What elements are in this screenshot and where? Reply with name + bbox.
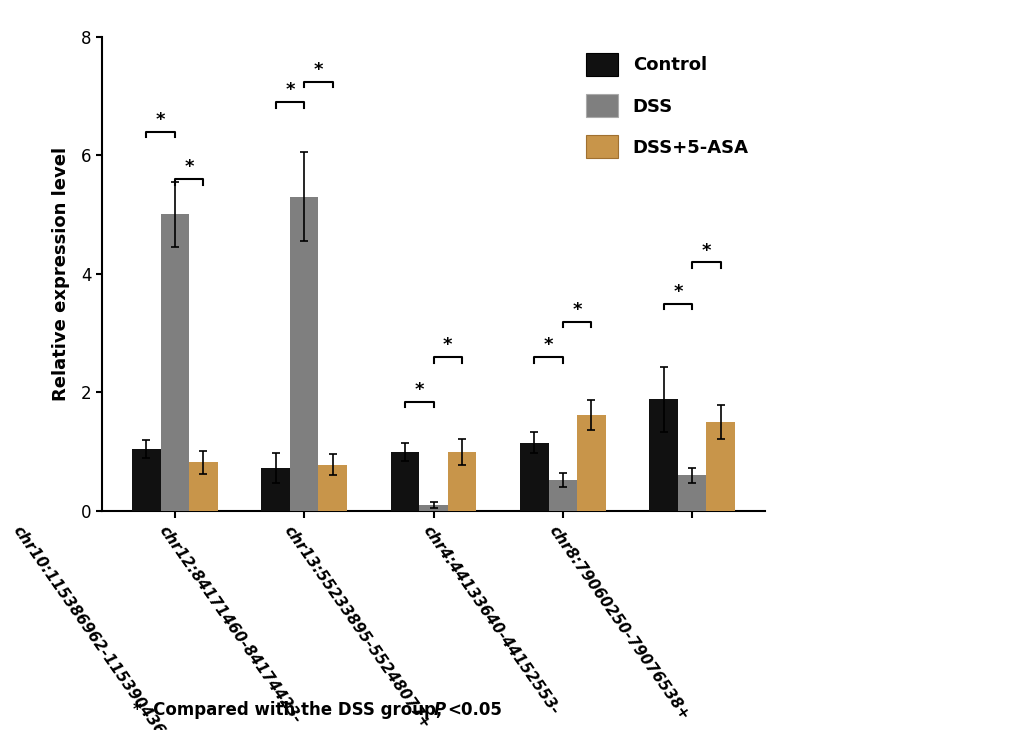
Bar: [706, 422, 734, 511]
Text: *: *: [313, 61, 323, 79]
Text: *: *: [285, 81, 294, 99]
Text: P: P: [433, 701, 445, 719]
Text: *: *: [156, 111, 165, 129]
Text: <0.05: <0.05: [446, 701, 501, 719]
Bar: [261, 469, 289, 511]
Bar: [132, 449, 160, 511]
Legend: Control, DSS, DSS+5-ASA: Control, DSS, DSS+5-ASA: [578, 45, 755, 166]
Bar: [289, 196, 318, 511]
Bar: [577, 415, 605, 511]
Bar: [678, 475, 706, 511]
Text: *: *: [701, 242, 710, 259]
Text: *: *: [442, 337, 452, 354]
Bar: [419, 505, 447, 511]
Bar: [447, 452, 476, 511]
Bar: [520, 443, 548, 511]
Text: *: *: [572, 301, 581, 319]
Text: *: *: [543, 337, 553, 354]
Text: *: *: [414, 381, 424, 399]
Text: *  Compared with the DSS group,: * Compared with the DSS group,: [132, 701, 447, 719]
Bar: [318, 465, 346, 511]
Bar: [390, 452, 419, 511]
Text: *: *: [184, 158, 194, 177]
Bar: [189, 462, 217, 511]
Bar: [649, 399, 678, 511]
Bar: [160, 215, 189, 511]
Text: *: *: [673, 283, 682, 301]
Bar: [548, 480, 577, 511]
Y-axis label: Relative expression level: Relative expression level: [52, 147, 69, 401]
